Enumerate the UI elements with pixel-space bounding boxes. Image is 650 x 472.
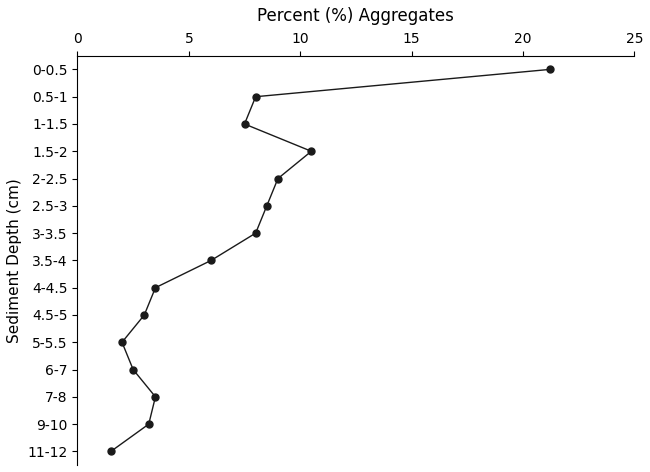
Title: Percent (%) Aggregates: Percent (%) Aggregates xyxy=(257,7,454,25)
Y-axis label: Sediment Depth (cm): Sediment Depth (cm) xyxy=(7,178,22,343)
